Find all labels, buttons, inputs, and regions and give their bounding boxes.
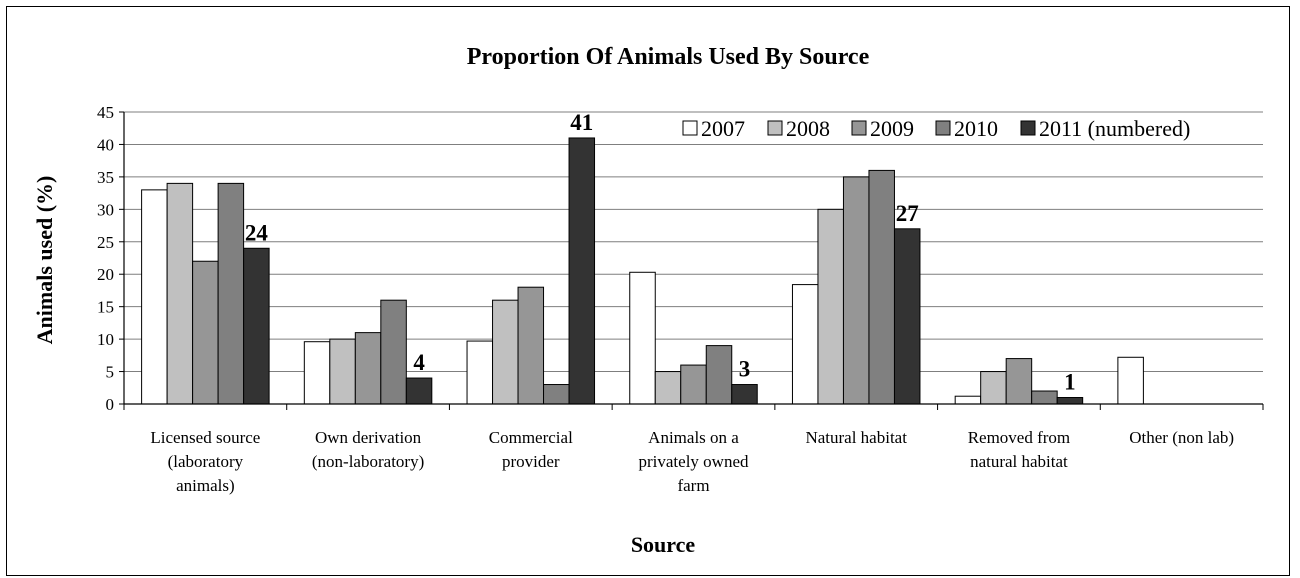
x-category-label: provider [502,452,560,471]
x-category-label: (non-laboratory) [312,452,424,471]
bar-2007-4 [791,284,819,405]
bar-2011-1 [405,377,433,405]
legend-swatch [1020,120,1036,136]
legend-swatch [682,120,698,136]
bar-2007-1 [303,341,331,405]
x-axis-categories: Licensed source (laboratory animals) Own de… [150,428,1234,495]
gridlines [124,111,1263,373]
bar-2010-0 [217,182,245,405]
data-label-2011: 3 [739,357,751,382]
y-tick-label: 45 [97,103,114,122]
bar-2007-2 [466,340,494,405]
bar-2009-1 [354,332,382,405]
x-category-label: Own derivation [315,428,422,447]
y-axis-title: Animals used (%) [32,176,57,345]
y-tick-label: 15 [97,298,114,317]
bar-2011-0 [243,247,270,405]
legend-label: 2010 [954,116,998,141]
bar-2009-2 [517,286,545,405]
bar-2007-3 [629,271,656,405]
data-label-2011: 1 [1064,370,1076,395]
x-category-label: Removed from [968,428,1070,447]
bar-2008-0 [166,182,194,405]
legend-swatch [935,120,951,136]
x-category-label: animals) [176,476,235,495]
x-category-label: (laboratory [168,452,244,471]
x-category-label: Commercial [489,428,573,447]
y-tick-label: 5 [106,363,115,382]
data-label-2011: 24 [245,220,269,245]
data-label-2011: 4 [413,350,425,375]
legend-swatch [851,120,867,136]
data-label-2011: 27 [896,201,919,226]
bar-2009-0 [192,260,219,405]
axes [123,112,1264,410]
bar-2011-2 [568,137,596,405]
bar-2008-3 [654,371,682,405]
legend-label: 2011 (numbered) [1039,116,1190,141]
x-category-label: Animals on a [648,428,739,447]
bar-2011-4 [893,228,921,405]
y-axis-ticks: 0 5 10 15 20 25 30 35 40 45 [97,103,124,414]
y-tick-label: 0 [106,395,115,414]
bar-2009-5 [1005,358,1033,405]
x-category-label: Other (non lab) [1129,428,1234,447]
y-tick-label: 40 [97,135,114,154]
bar-2010-1 [380,299,407,405]
x-category-label: Natural habitat [805,428,907,447]
y-tick-label: 30 [97,200,114,219]
bar-2008-1 [329,338,356,405]
legend-label: 2008 [786,116,830,141]
bar-2010-2 [543,384,570,405]
bar-2007-0 [141,189,168,405]
bar-2008-5 [980,371,1007,405]
x-category-label: farm [677,476,709,495]
bar-2009-4 [842,176,870,405]
bar-2008-2 [492,299,519,405]
data-labels: 24 4 41 3 27 1 [245,110,1076,395]
x-category-label: natural habitat [970,452,1068,471]
legend-label: 2007 [701,116,745,141]
bar-2010-3 [705,345,733,405]
bar-2011-5 [1056,397,1084,405]
bar-2008-4 [817,208,844,405]
bar-2007-6 [1117,356,1144,405]
bar-2010-5 [1031,390,1058,405]
chart-title: Proportion Of Animals Used By Source [467,44,870,70]
bar-series-group [141,137,1144,405]
legend-swatch [767,120,783,136]
x-axis-title: Source [631,532,696,557]
y-tick-label: 35 [97,168,114,187]
x-category-label: Licensed source [150,428,260,447]
bar-2007-5 [954,395,982,405]
y-tick-label: 20 [97,265,114,284]
data-label-2011: 41 [570,110,593,135]
y-tick-label: 10 [97,330,114,349]
bar-2011-3 [731,384,758,405]
y-tick-label: 25 [97,233,114,252]
bar-2009-3 [680,364,707,405]
legend: 2007 2008 2009 2010 2011 (numbered) [682,116,1190,141]
bar-2010-4 [868,169,895,405]
x-category-label: privately owned [639,452,749,471]
legend-label: 2009 [870,116,914,141]
